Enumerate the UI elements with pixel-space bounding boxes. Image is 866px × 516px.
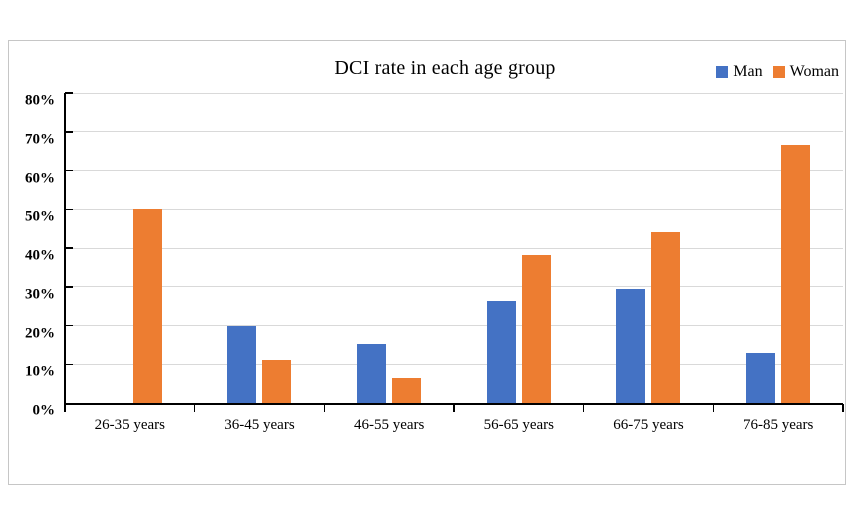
y-axis-tick	[65, 169, 73, 172]
x-axis-tick	[582, 404, 585, 412]
bar-man	[227, 325, 257, 403]
y-axis-label: 40%	[25, 247, 55, 264]
y-axis-label: 0%	[32, 402, 56, 419]
x-axis-label: 26-35 years	[94, 417, 166, 433]
y-axis-tick	[65, 208, 73, 210]
x-axis-label: 56-65 years	[483, 417, 555, 433]
x-axis-label: 46-55 years	[353, 417, 425, 433]
y-axis-tick	[65, 363, 73, 365]
y-axis	[64, 93, 66, 403]
y-axis-label: 50%	[25, 208, 55, 225]
x-axis-label: 36-45 years	[224, 417, 295, 433]
gridline	[65, 325, 843, 326]
x-axis-tick	[64, 404, 66, 412]
bar-man	[746, 352, 776, 403]
x-axis-label: 76-85 years	[742, 417, 814, 433]
chart-title: DCI rate in each age group	[334, 57, 556, 79]
x-axis	[64, 403, 843, 405]
x-axis-tick	[842, 404, 844, 412]
bar-group-46-55-years	[324, 93, 454, 403]
y-axis-tick	[65, 92, 73, 94]
y-axis-label: 30%	[25, 286, 55, 303]
gridline	[65, 247, 843, 249]
legend-item-man: Man	[716, 63, 763, 81]
x-axis-tick	[323, 404, 326, 412]
x-axis-tick	[712, 404, 715, 412]
legend: Man Woman	[716, 63, 839, 81]
bar-woman	[781, 144, 811, 403]
bar-group-56-65-years	[454, 93, 584, 403]
bar-man	[357, 344, 387, 403]
y-axis-label: 10%	[25, 363, 55, 380]
gridline	[65, 286, 843, 288]
bar-woman	[521, 254, 551, 403]
legend-swatch-icon	[716, 66, 729, 78]
bar-man	[486, 301, 516, 403]
plot-area: 0% 10% 20% 30% 40% 50% 60% 70% 80% 26-35 years 36-…	[25, 92, 844, 433]
x-axis-label: 66-75 years	[613, 417, 684, 433]
bar-woman	[392, 377, 422, 403]
bar-group-66-75-years	[584, 93, 714, 403]
bar-woman	[262, 360, 292, 403]
y-axis-label: 80%	[25, 92, 55, 109]
gridline	[65, 92, 843, 94]
bar-woman	[651, 232, 681, 403]
gridline	[65, 131, 843, 133]
y-axis-label: 70%	[25, 131, 55, 148]
gridline	[65, 363, 843, 365]
legend-item-woman: Woman	[772, 63, 839, 81]
gridline	[65, 208, 843, 210]
bar-group-36-45-years	[195, 93, 325, 403]
y-axis-label: 60%	[25, 170, 55, 186]
legend-label: Man	[733, 63, 763, 80]
bar-group-26-35-years	[65, 93, 195, 403]
y-axis-tick	[65, 131, 73, 133]
gridline	[65, 170, 843, 171]
bar-group-76-85-years	[713, 93, 843, 403]
bar-woman	[132, 209, 162, 403]
chart-frame: DCI rate in each age group Man Woman 0% 10…	[8, 40, 846, 485]
x-axis-tick	[453, 404, 455, 412]
y-axis-tick	[65, 324, 73, 327]
x-axis-tick	[193, 404, 196, 412]
y-axis-label: 20%	[25, 325, 55, 341]
legend-label: Woman	[789, 63, 839, 80]
bar-man	[616, 289, 646, 403]
y-axis-tick	[65, 247, 73, 249]
legend-swatch-icon	[772, 66, 785, 78]
y-axis-tick	[65, 286, 73, 288]
